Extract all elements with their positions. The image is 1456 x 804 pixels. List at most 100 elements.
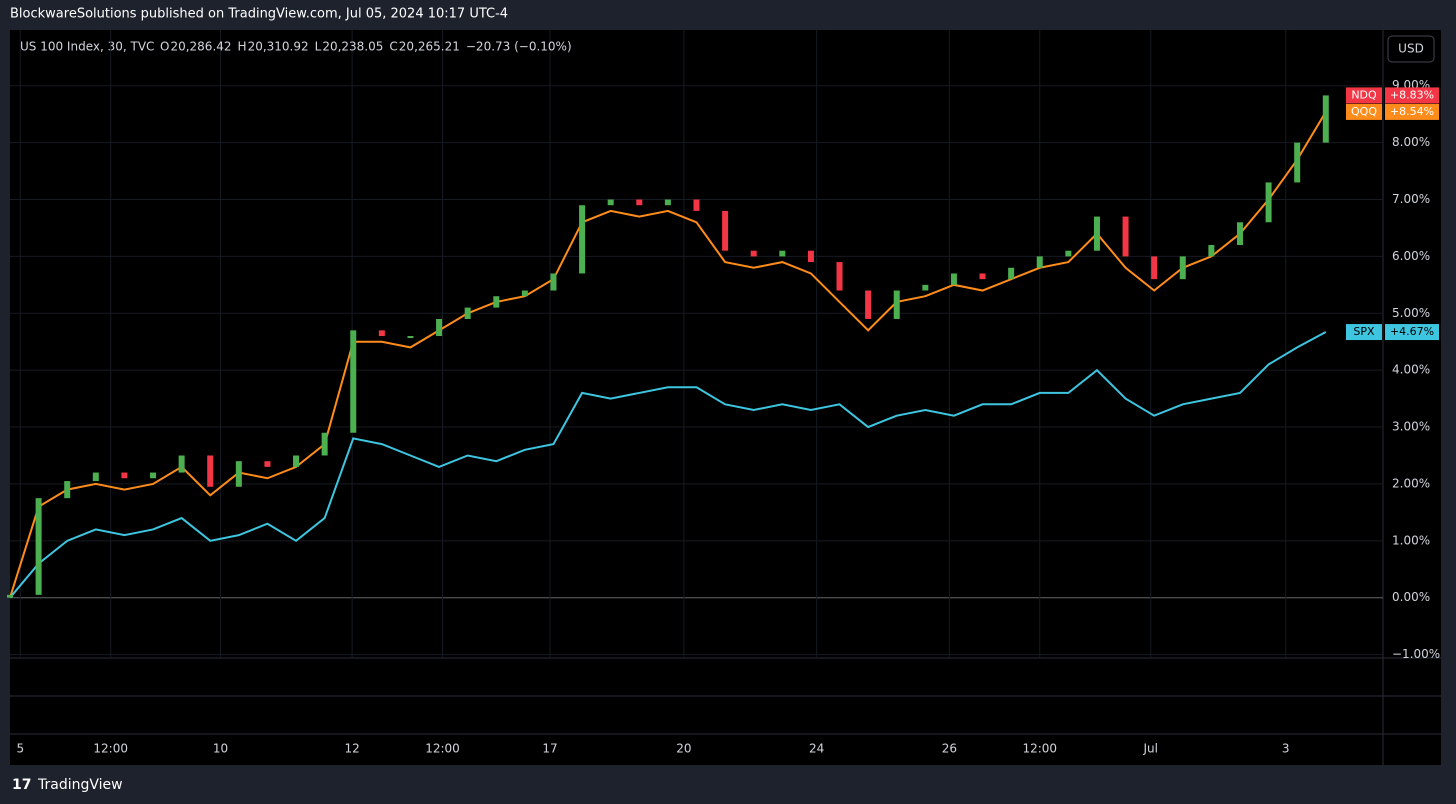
y-tick-label: 5.00% (1392, 306, 1430, 320)
candle (378, 330, 385, 337)
candle (636, 199, 643, 206)
ohlc-value: 20,286.42 (170, 40, 231, 54)
x-tick-label: 12:00 (1022, 742, 1057, 756)
y-tick-label: 7.00% (1392, 192, 1430, 206)
candle (836, 262, 843, 291)
candle (464, 307, 471, 319)
candle (521, 290, 528, 297)
logo: 𝟭𝟳 (12, 777, 31, 793)
tag-value: +8.83% (1390, 88, 1434, 101)
tag-name-box (1346, 324, 1382, 341)
y-tick-label: 8.00% (1392, 135, 1430, 149)
candle (1208, 245, 1215, 257)
tag-name-box (1346, 103, 1382, 120)
footer: TradingView (37, 777, 123, 793)
grid (10, 30, 1383, 658)
candle (750, 250, 757, 257)
candle (1065, 250, 1072, 257)
candle (235, 461, 242, 487)
x-tick-label: 20 (676, 742, 691, 756)
tag-value: +4.67% (1390, 325, 1434, 338)
tag-name-box (1346, 87, 1382, 104)
ohlc-key: L (315, 40, 322, 54)
candle (407, 336, 414, 339)
candle (35, 498, 42, 595)
x-tick-label: 5 (16, 742, 24, 756)
y-tick-label: 4.00% (1392, 363, 1430, 377)
candle (722, 210, 729, 251)
x-tick-label: 3 (1282, 742, 1290, 756)
candle (664, 199, 671, 206)
tag-value-box (1385, 87, 1439, 104)
ohlc-key: O (160, 40, 169, 54)
candle (1265, 182, 1272, 223)
x-tick-label: 10 (213, 742, 228, 756)
header: BlockwareSolutions published on TradingV… (10, 7, 508, 22)
candle (1179, 256, 1186, 280)
candle (693, 199, 700, 211)
candle (264, 461, 271, 467)
candle (64, 481, 71, 499)
candle (1236, 222, 1243, 246)
candle (493, 296, 500, 308)
candle (550, 273, 557, 291)
ohlc-key: C (389, 40, 397, 54)
candle (150, 472, 157, 479)
candle (178, 455, 185, 473)
x-tick-label: 12:00 (93, 742, 128, 756)
candle (579, 205, 586, 274)
x-tick-label: 26 (942, 742, 957, 756)
ohlc-key: H (238, 40, 247, 54)
chart-area (10, 30, 1441, 765)
candle (321, 432, 328, 456)
tag-value: +8.54% (1390, 105, 1434, 118)
ohlc-value: 20,310.92 (248, 40, 309, 54)
y-tick-label: −1.00% (1392, 647, 1440, 661)
series-line (9, 111, 1327, 599)
y-tick-label: 3.00% (1392, 420, 1430, 434)
change: −20.73 (−0.10%) (466, 40, 572, 54)
candle (207, 455, 214, 487)
candle (293, 455, 300, 467)
candle (350, 330, 357, 433)
candle (1122, 216, 1129, 257)
ohlc-value: 20,238.05 (322, 40, 383, 54)
tag-value-box (1385, 324, 1439, 341)
ohlc-value: 20,265.21 (399, 40, 460, 54)
candle (1151, 256, 1158, 280)
y-tick-label: 1.00% (1392, 533, 1430, 547)
y-tick-label: 0.00% (1392, 590, 1430, 604)
x-tick-label: 12 (344, 742, 359, 756)
x-tick-label: 12:00 (425, 742, 460, 756)
candle (1036, 256, 1043, 268)
candle (121, 472, 128, 479)
candle (1093, 216, 1100, 251)
x-tick-label: 17 (542, 742, 557, 756)
candle (865, 290, 872, 319)
candle (1008, 267, 1015, 280)
candle (779, 250, 786, 257)
candle (922, 284, 929, 291)
tag-value-box (1385, 103, 1439, 120)
candle (607, 199, 614, 206)
candle (1322, 95, 1329, 143)
candle (92, 472, 99, 482)
y-tick-label: 6.00% (1392, 249, 1430, 263)
symbol: US 100 Index, 30, TVC (20, 40, 154, 54)
x-tick-label: 24 (809, 742, 824, 756)
tag-name: NDQ (1351, 88, 1377, 101)
candle (1294, 142, 1301, 183)
candle (950, 273, 957, 285)
tag-name: QQQ (1351, 105, 1377, 118)
currency-button[interactable] (1387, 35, 1435, 63)
y-tick-label: 2.00% (1392, 476, 1430, 490)
candle (807, 250, 814, 263)
tag-name: SPX (1353, 325, 1375, 338)
currency-label[interactable]: USD (1398, 42, 1424, 56)
candle (979, 273, 986, 280)
candle (436, 318, 443, 337)
x-tick-label: Jul (1142, 742, 1157, 756)
series-line (9, 331, 1327, 599)
